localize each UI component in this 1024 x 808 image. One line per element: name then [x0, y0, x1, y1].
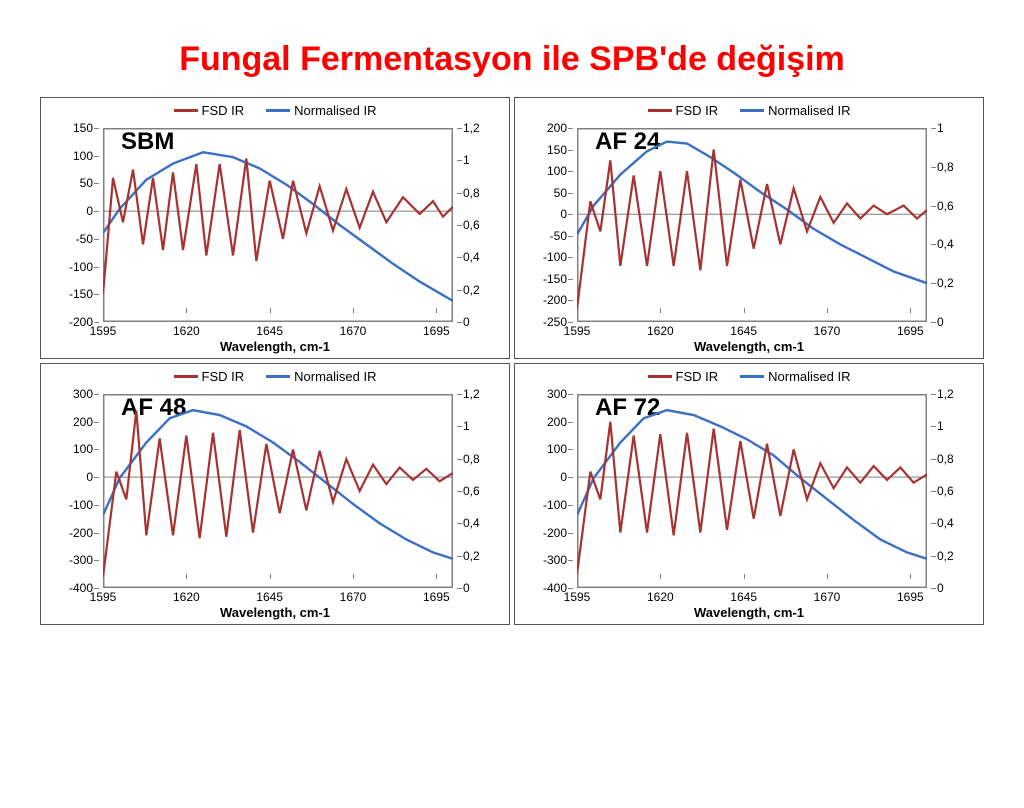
legend-fsd: FSD IR	[174, 103, 245, 118]
x-axis-ticks: 15951620164516701695	[103, 324, 453, 338]
legend: FSD IR Normalised IR	[41, 369, 509, 384]
x-axis-label: Wavelength, cm-1	[515, 605, 983, 620]
panel-sbm: FSD IRNormalised IRSBM-200-150-100-50050…	[40, 97, 510, 359]
fsd-ir-line	[577, 422, 927, 574]
legend-fsd: FSD IR	[648, 369, 719, 384]
normalised-ir-line	[103, 152, 453, 301]
y1-axis-ticks: -250-200-150-100-50050100150200	[515, 128, 573, 322]
legend-norm: Normalised IR	[740, 103, 850, 118]
y1-axis-ticks: -400-300-200-1000100200300	[41, 394, 99, 588]
legend-fsd: FSD IR	[174, 369, 245, 384]
legend-fsd: FSD IR	[648, 103, 719, 118]
normalised-ir-line	[577, 410, 927, 559]
chart-grid: FSD IRNormalised IRSBM-200-150-100-50050…	[0, 97, 1024, 625]
normalised-ir-line	[577, 142, 927, 284]
plot-area	[103, 394, 453, 588]
panel-af24: FSD IRNormalised IRAF 24-250-200-150-100…	[514, 97, 984, 359]
plot-area	[577, 394, 927, 588]
plot-area	[577, 128, 927, 322]
y2-axis-ticks: 00,20,40,60,811,2	[931, 394, 983, 588]
x-axis-ticks: 15951620164516701695	[577, 590, 927, 604]
x-axis-label: Wavelength, cm-1	[41, 339, 509, 354]
x-axis-ticks: 15951620164516701695	[577, 324, 927, 338]
panel-af72: FSD IRNormalised IRAF 72-400-300-200-100…	[514, 363, 984, 625]
panel-af48: FSD IRNormalised IRAF 48-400-300-200-100…	[40, 363, 510, 625]
legend-norm: Normalised IR	[266, 103, 376, 118]
legend: FSD IR Normalised IR	[515, 369, 983, 384]
x-axis-label: Wavelength, cm-1	[515, 339, 983, 354]
legend: FSD IR Normalised IR	[515, 103, 983, 118]
y2-axis-ticks: 00,20,40,60,811,2	[457, 394, 509, 588]
y2-axis-ticks: 00,20,40,60,81	[931, 128, 983, 322]
plot-area	[103, 128, 453, 322]
legend: FSD IR Normalised IR	[41, 103, 509, 118]
page-title: Fungal Fermentasyon ile SPB'de değişim	[0, 40, 1024, 79]
legend-norm: Normalised IR	[740, 369, 850, 384]
x-axis-label: Wavelength, cm-1	[41, 605, 509, 620]
fsd-ir-line	[103, 411, 453, 577]
y1-axis-ticks: -400-300-200-1000100200300	[515, 394, 573, 588]
fsd-ir-line	[577, 150, 927, 310]
x-axis-ticks: 15951620164516701695	[103, 590, 453, 604]
legend-norm: Normalised IR	[266, 369, 376, 384]
normalised-ir-line	[103, 410, 453, 559]
y2-axis-ticks: 00,20,40,60,811,2	[457, 128, 509, 322]
y1-axis-ticks: -200-150-100-50050100150	[41, 128, 99, 322]
